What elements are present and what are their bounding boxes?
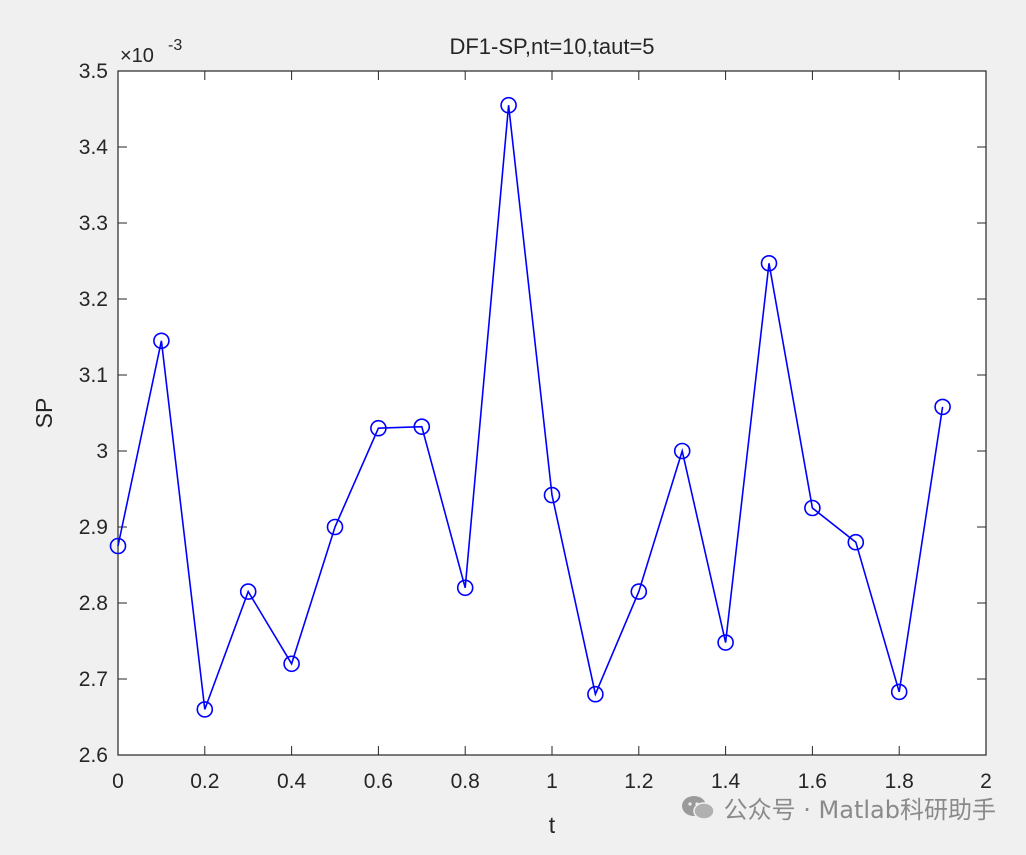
data-point-marker xyxy=(760,254,778,272)
x-tick-label: 1.6 xyxy=(798,770,827,793)
data-point-marker xyxy=(673,442,691,460)
series-layer xyxy=(109,96,951,718)
y-tick-label: 3.1 xyxy=(79,364,108,387)
x-tick-label: 1 xyxy=(546,770,558,793)
data-point-marker xyxy=(153,332,170,350)
x-tick-label: 1.8 xyxy=(885,770,914,793)
data-point-marker xyxy=(847,533,865,551)
wechat-icon xyxy=(681,795,715,820)
watermark: 公众号 · Matlab科研助手 xyxy=(680,790,996,825)
data-point-marker xyxy=(543,486,561,504)
y-axis-label: SP xyxy=(31,398,57,429)
watermark-text: 公众号 · Matlab科研助手 xyxy=(723,796,996,824)
y-tick-label: 3 xyxy=(96,440,108,463)
y-tick-label: 2.8 xyxy=(79,592,108,615)
x-tick-label: 0.2 xyxy=(190,770,219,793)
x-tick-label: 1.2 xyxy=(624,770,653,793)
series-line xyxy=(117,105,944,710)
data-point-marker xyxy=(456,579,474,597)
data-point-marker xyxy=(630,583,648,600)
data-point-marker xyxy=(326,518,344,536)
data-point-marker xyxy=(717,634,734,651)
x-tick-label: 0 xyxy=(112,770,124,793)
data-point-marker xyxy=(587,685,604,703)
y-tick-label: 3.4 xyxy=(79,136,109,159)
data-point-marker xyxy=(413,418,431,435)
y-tick-label: 2.9 xyxy=(79,516,108,539)
data-point-marker xyxy=(500,96,517,114)
data-point-marker xyxy=(804,499,821,517)
y-axis-ticks: 2.6 2.7 2.8 2.9 3 3.1 3.2 3.3 3.4 3.5 xyxy=(79,60,986,767)
x-axis-label: t xyxy=(549,812,556,838)
y-exponent-power: -3 xyxy=(168,37,182,54)
x-tick-label: 2 xyxy=(980,770,992,793)
y-tick-label: 3.5 xyxy=(79,60,108,83)
x-tick-label: 0.8 xyxy=(451,770,480,793)
data-point-marker xyxy=(890,683,908,701)
x-axis-ticks: 0 0.2 0.4 0.6 0.8 1 1.2 1.4 1.6 1.8 2 xyxy=(112,71,992,793)
y-tick-label: 2.7 xyxy=(79,668,108,691)
x-tick-label: 0.4 xyxy=(277,770,307,793)
data-point-marker xyxy=(196,701,214,718)
chart-title: DF1-SP,nt=10,taut=5 xyxy=(449,34,654,59)
y-exponent-multiplier: ×10 xyxy=(120,45,154,67)
y-tick-label: 2.6 xyxy=(79,744,108,767)
plot-area xyxy=(117,70,987,756)
x-tick-label: 0.6 xyxy=(364,770,393,793)
data-point-marker xyxy=(109,537,127,555)
data-point-marker xyxy=(239,583,257,600)
data-point-marker xyxy=(370,419,387,437)
y-tick-label: 3.2 xyxy=(79,288,108,311)
y-tick-label: 3.3 xyxy=(79,212,108,235)
data-point-marker xyxy=(283,655,300,673)
data-point-marker xyxy=(934,398,951,416)
x-tick-label: 1.4 xyxy=(711,770,741,793)
